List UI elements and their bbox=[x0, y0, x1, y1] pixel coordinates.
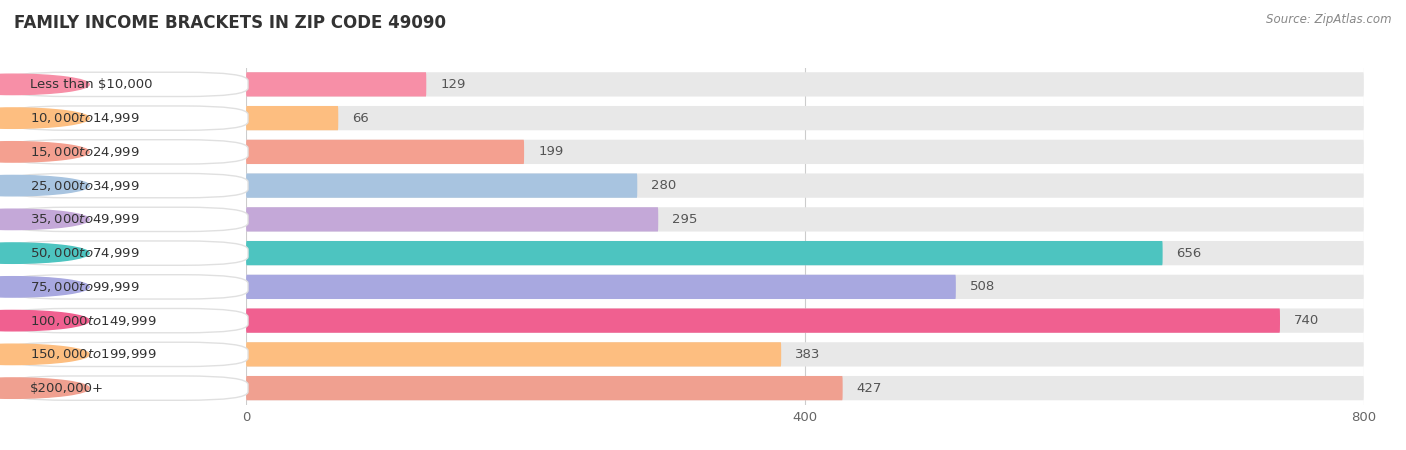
FancyBboxPatch shape bbox=[6, 241, 247, 265]
FancyBboxPatch shape bbox=[6, 174, 247, 198]
FancyBboxPatch shape bbox=[246, 106, 339, 130]
Circle shape bbox=[0, 243, 89, 263]
FancyBboxPatch shape bbox=[246, 72, 1364, 96]
Text: 66: 66 bbox=[353, 112, 368, 125]
Text: 129: 129 bbox=[440, 78, 465, 91]
FancyBboxPatch shape bbox=[6, 342, 247, 366]
FancyBboxPatch shape bbox=[6, 309, 247, 333]
Circle shape bbox=[0, 176, 89, 196]
FancyBboxPatch shape bbox=[246, 241, 1364, 265]
Circle shape bbox=[0, 378, 89, 398]
Text: $75,000 to $99,999: $75,000 to $99,999 bbox=[31, 280, 141, 294]
FancyBboxPatch shape bbox=[246, 309, 1279, 333]
Circle shape bbox=[0, 108, 89, 128]
Text: 740: 740 bbox=[1294, 314, 1319, 327]
Circle shape bbox=[0, 74, 89, 94]
FancyBboxPatch shape bbox=[246, 207, 658, 231]
FancyBboxPatch shape bbox=[6, 106, 247, 130]
Text: 427: 427 bbox=[856, 382, 882, 395]
FancyBboxPatch shape bbox=[246, 174, 637, 198]
Circle shape bbox=[0, 209, 89, 230]
Text: 295: 295 bbox=[672, 213, 697, 226]
Text: 383: 383 bbox=[796, 348, 821, 361]
Text: $50,000 to $74,999: $50,000 to $74,999 bbox=[31, 246, 141, 260]
Circle shape bbox=[0, 344, 89, 364]
Text: 280: 280 bbox=[651, 179, 676, 192]
Circle shape bbox=[0, 310, 89, 331]
Text: $35,000 to $49,999: $35,000 to $49,999 bbox=[31, 212, 141, 226]
FancyBboxPatch shape bbox=[6, 140, 247, 164]
FancyBboxPatch shape bbox=[6, 274, 247, 299]
FancyBboxPatch shape bbox=[246, 174, 1364, 198]
Text: FAMILY INCOME BRACKETS IN ZIP CODE 49090: FAMILY INCOME BRACKETS IN ZIP CODE 49090 bbox=[14, 14, 446, 32]
FancyBboxPatch shape bbox=[246, 342, 1364, 366]
Text: Source: ZipAtlas.com: Source: ZipAtlas.com bbox=[1267, 14, 1392, 27]
FancyBboxPatch shape bbox=[246, 274, 1364, 299]
Text: $100,000 to $149,999: $100,000 to $149,999 bbox=[31, 314, 157, 328]
FancyBboxPatch shape bbox=[246, 376, 1364, 400]
FancyBboxPatch shape bbox=[246, 241, 1163, 265]
Text: Less than $10,000: Less than $10,000 bbox=[31, 78, 153, 91]
FancyBboxPatch shape bbox=[246, 106, 1364, 130]
Text: 656: 656 bbox=[1177, 247, 1202, 260]
FancyBboxPatch shape bbox=[246, 309, 1364, 333]
Text: 508: 508 bbox=[970, 280, 995, 293]
FancyBboxPatch shape bbox=[246, 207, 1364, 231]
Text: $25,000 to $34,999: $25,000 to $34,999 bbox=[31, 179, 141, 193]
Circle shape bbox=[0, 277, 89, 297]
FancyBboxPatch shape bbox=[246, 72, 426, 96]
FancyBboxPatch shape bbox=[6, 376, 247, 400]
Circle shape bbox=[0, 142, 89, 162]
FancyBboxPatch shape bbox=[6, 72, 247, 96]
Text: $150,000 to $199,999: $150,000 to $199,999 bbox=[31, 347, 157, 361]
Text: $200,000+: $200,000+ bbox=[31, 382, 104, 395]
FancyBboxPatch shape bbox=[246, 274, 956, 299]
FancyBboxPatch shape bbox=[246, 376, 842, 400]
FancyBboxPatch shape bbox=[246, 140, 1364, 164]
FancyBboxPatch shape bbox=[246, 140, 524, 164]
Text: 199: 199 bbox=[538, 145, 564, 158]
FancyBboxPatch shape bbox=[6, 207, 247, 231]
Text: $10,000 to $14,999: $10,000 to $14,999 bbox=[31, 111, 141, 125]
Text: $15,000 to $24,999: $15,000 to $24,999 bbox=[31, 145, 141, 159]
FancyBboxPatch shape bbox=[246, 342, 782, 366]
